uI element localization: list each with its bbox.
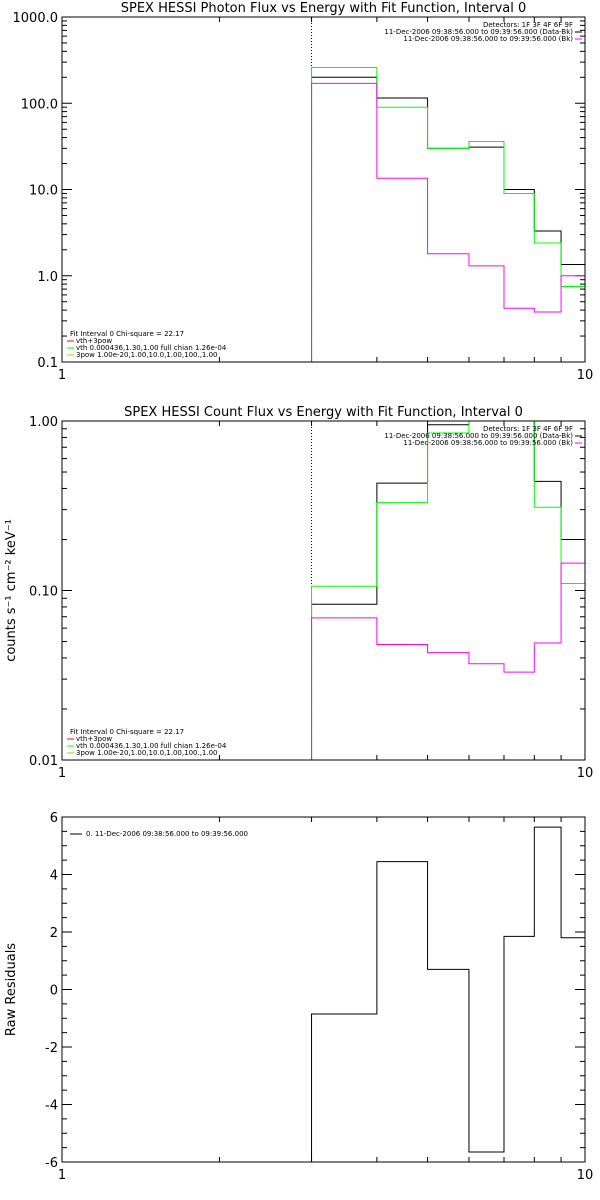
legend-entry: 3pow 1.00e-20,1.00,10.0,1.00,100.,1.00 xyxy=(76,351,218,359)
y-tick-label: 100.0 xyxy=(21,97,58,112)
y-tick-label: 0 xyxy=(50,984,58,999)
legend-entry: 11-Dec-2006 09:38:56.000 to 09:39:56.000… xyxy=(403,439,573,447)
plot-frame xyxy=(61,16,586,363)
legend-entry: vth+3pow xyxy=(76,337,112,345)
legend-entry: 0. 11-Dec-2006 09:38:56.000 to 09:39:56.… xyxy=(86,830,248,838)
y-tick-label: 0.01 xyxy=(29,754,58,769)
chart-panel-2: 1 10 -6 -4 -2 0 2 4 6 Raw Residuals 0. 11-Dec-2006… xyxy=(4,811,594,1183)
x-tick-label: 1 xyxy=(58,766,66,781)
chart-title: SPEX HESSI Photon Flux vs Energy with Fi… xyxy=(121,1,527,16)
series-line-0 xyxy=(311,421,585,760)
y-tick-label: 1.0 xyxy=(37,270,58,285)
y-tick-label: 0.10 xyxy=(29,585,58,600)
x-tick-label: 1 xyxy=(58,1168,66,1183)
x-tick-label: 10 xyxy=(577,766,594,781)
chart-title: SPEX HESSI Count Flux vs Energy with Fit… xyxy=(124,405,523,420)
plot-frame xyxy=(61,816,586,1163)
legend-entry: 11-Dec-2006 09:38:56.000 to 09:39:56.000… xyxy=(403,35,573,43)
y-axis-label: Raw Residuals xyxy=(4,943,19,1036)
legend-entry: Detectors: 1F 3F 4F 6F 9F xyxy=(483,425,573,433)
x-tick-label: 10 xyxy=(577,368,594,383)
series-line-2 xyxy=(311,562,585,760)
y-tick-label: 0.1 xyxy=(37,356,58,371)
chart-panel-0: SPEX HESSI Photon Flux vs Energy with Fi… xyxy=(13,1,594,383)
series-line-1 xyxy=(311,66,585,362)
y-tick-label: -6 xyxy=(45,1156,58,1171)
y-tick-label: 1.00 xyxy=(29,415,58,430)
x-tick-label: 10 xyxy=(577,1168,594,1183)
y-tick-label: 4 xyxy=(50,869,58,884)
y-tick-label: 6 xyxy=(50,811,58,826)
legend-entry: vth+3pow xyxy=(76,735,112,743)
legend-entry: 11-Dec-2006 09:38:56.000 to 09:39:56.000… xyxy=(384,28,573,36)
series-line-2 xyxy=(311,82,585,362)
legend-entry: 11-Dec-2006 09:38:56.000 to 09:39:56.000… xyxy=(384,432,573,440)
y-tick-label: 1000.0 xyxy=(13,11,59,26)
series-line-0 xyxy=(311,826,585,1162)
legend-entry: Fit Interval 0 Chi-square = 22.17 xyxy=(70,330,184,338)
y-tick-label: -2 xyxy=(45,1041,58,1056)
legend-entry: vth 0.000436,1.30,1.00 full chian 1.26e-… xyxy=(76,344,227,352)
legend-entry: Detectors: 1F 3F 4F 6F 9F xyxy=(483,21,573,29)
series-line-0 xyxy=(311,76,585,362)
series-line-1 xyxy=(311,421,585,760)
y-tick-label: -4 xyxy=(45,1099,58,1114)
legend-entry: vth 0.000436,1.30,1.00 full chian 1.26e-… xyxy=(76,742,227,750)
plot-frame xyxy=(61,420,586,761)
y-tick-label: 2 xyxy=(50,926,58,941)
y-axis-label: counts s⁻¹ cm⁻² keV⁻¹ xyxy=(4,519,19,662)
legend-entry: 3pow 1.00e-20,1.00,10.0,1.00,100.,1.00 xyxy=(76,749,218,757)
chart-panel-1: SPEX HESSI Count Flux vs Energy with Fit… xyxy=(4,405,594,781)
legend-entry: Fit Interval 0 Chi-square = 22.17 xyxy=(70,728,184,736)
x-tick-label: 1 xyxy=(58,368,66,383)
y-tick-label: 10.0 xyxy=(29,184,58,199)
